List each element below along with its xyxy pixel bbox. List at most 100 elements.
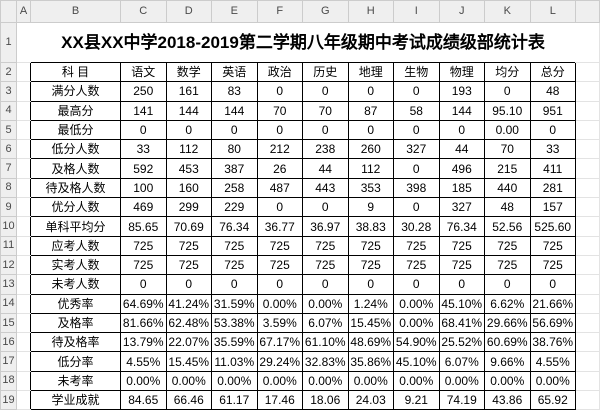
value-cell-i19[interactable]: 9.21: [393, 390, 440, 411]
value-cell-h9[interactable]: 9: [347, 197, 394, 218]
value-cell-j5[interactable]: 0: [438, 119, 485, 141]
cell-a16[interactable]: [16, 332, 31, 353]
cell-a17[interactable]: [16, 351, 31, 372]
value-cell-c6[interactable]: 33: [120, 139, 167, 160]
value-cell-j13[interactable]: 0: [438, 274, 485, 295]
value-cell-e12[interactable]: 725: [211, 254, 258, 276]
row-header-7[interactable]: 7: [0, 158, 17, 179]
value-cell-l12[interactable]: 725: [529, 254, 576, 276]
column-heading-h2[interactable]: 地理: [347, 61, 394, 83]
column-heading-c2[interactable]: 语文: [120, 61, 167, 83]
cell-a14[interactable]: [16, 293, 31, 314]
row-header-17[interactable]: 17: [0, 351, 17, 372]
value-cell-e9[interactable]: 229: [211, 197, 258, 218]
value-cell-l4[interactable]: 951: [529, 100, 576, 121]
row-header-18[interactable]: 18: [0, 370, 17, 392]
row-label-b6[interactable]: 低分人数: [30, 139, 121, 160]
value-cell-i17[interactable]: 45.10%: [393, 351, 440, 372]
value-cell-d19[interactable]: 66.46: [165, 390, 212, 411]
value-cell-f13[interactable]: 0: [256, 274, 303, 295]
value-cell-f17[interactable]: 29.24%: [256, 351, 303, 372]
value-cell-c18[interactable]: 0.00%: [120, 370, 167, 392]
value-cell-j6[interactable]: 44: [438, 139, 485, 160]
row-header-14[interactable]: 14: [0, 293, 17, 314]
value-cell-k10[interactable]: 52.56: [484, 216, 531, 237]
value-cell-f16[interactable]: 67.17%: [256, 332, 303, 353]
value-cell-i6[interactable]: 327: [393, 139, 440, 160]
row-label-b10[interactable]: 单科平均分: [30, 216, 121, 237]
value-cell-j19[interactable]: 74.19: [438, 390, 485, 411]
sheet-title[interactable]: XX县XX中学2018-2019第二学期八年级期中考试成绩级部统计表: [30, 22, 576, 63]
value-cell-e6[interactable]: 80: [211, 139, 258, 160]
value-cell-h6[interactable]: 260: [347, 139, 394, 160]
value-cell-c9[interactable]: 469: [120, 197, 167, 218]
value-cell-c16[interactable]: 13.79%: [120, 332, 167, 353]
value-cell-k16[interactable]: 60.69%: [484, 332, 531, 353]
cell-a5[interactable]: [16, 119, 31, 141]
value-cell-k5[interactable]: 0.00: [484, 119, 531, 141]
column-header-e[interactable]: E: [211, 0, 258, 23]
value-cell-h13[interactable]: 0: [347, 274, 394, 295]
value-cell-g5[interactable]: 0: [302, 119, 349, 141]
value-cell-f10[interactable]: 36.77: [256, 216, 303, 237]
value-cell-l7[interactable]: 411: [529, 158, 576, 179]
row-label-b16[interactable]: 待及格率: [30, 332, 121, 353]
value-cell-e11[interactable]: 725: [211, 235, 258, 256]
value-cell-j18[interactable]: 0.00%: [438, 370, 485, 392]
value-cell-f11[interactable]: 725: [256, 235, 303, 256]
cell-a1[interactable]: [16, 22, 31, 63]
value-cell-l3[interactable]: 48: [529, 81, 576, 102]
value-cell-h5[interactable]: 0: [347, 119, 394, 141]
row-label-b13[interactable]: 未考人数: [30, 274, 121, 295]
column-header-i[interactable]: I: [393, 0, 440, 23]
row-header-2[interactable]: 2: [0, 61, 17, 83]
value-cell-d16[interactable]: 22.07%: [165, 332, 212, 353]
value-cell-f19[interactable]: 17.46: [256, 390, 303, 411]
value-cell-i11[interactable]: 725: [393, 235, 440, 256]
value-cell-h10[interactable]: 38.83: [347, 216, 394, 237]
value-cell-i13[interactable]: 0: [393, 274, 440, 295]
value-cell-h18[interactable]: 0.00%: [347, 370, 394, 392]
row-header-3[interactable]: 3: [0, 81, 17, 102]
cell-a18[interactable]: [16, 370, 31, 392]
column-heading-l2[interactable]: 总分: [529, 61, 576, 83]
row-label-b8[interactable]: 待及格人数: [30, 177, 121, 199]
value-cell-k18[interactable]: 0.00%: [484, 370, 531, 392]
value-cell-k17[interactable]: 9.66%: [484, 351, 531, 372]
value-cell-c3[interactable]: 250: [120, 81, 167, 102]
value-cell-f18[interactable]: 0.00%: [256, 370, 303, 392]
value-cell-h16[interactable]: 48.69%: [347, 332, 394, 353]
value-cell-f5[interactable]: 0: [256, 119, 303, 141]
value-cell-i18[interactable]: 0.00%: [393, 370, 440, 392]
value-cell-k8[interactable]: 440: [484, 177, 531, 199]
row-label-b14[interactable]: 优秀率: [30, 293, 121, 314]
row-header-5[interactable]: 5: [0, 119, 17, 141]
value-cell-d9[interactable]: 299: [165, 197, 212, 218]
value-cell-d3[interactable]: 161: [165, 81, 212, 102]
value-cell-h3[interactable]: 0: [347, 81, 394, 102]
column-header-d[interactable]: D: [165, 0, 212, 23]
value-cell-g8[interactable]: 443: [302, 177, 349, 199]
value-cell-i4[interactable]: 58: [393, 100, 440, 121]
cell-a7[interactable]: [16, 158, 31, 179]
value-cell-j11[interactable]: 725: [438, 235, 485, 256]
value-cell-j9[interactable]: 327: [438, 197, 485, 218]
row-header-19[interactable]: 19: [0, 390, 17, 411]
value-cell-c19[interactable]: 84.65: [120, 390, 167, 411]
cell-a2[interactable]: [16, 61, 31, 83]
value-cell-l6[interactable]: 33: [529, 139, 576, 160]
value-cell-g18[interactable]: 0.00%: [302, 370, 349, 392]
value-cell-e17[interactable]: 11.03%: [211, 351, 258, 372]
value-cell-l13[interactable]: 0: [529, 274, 576, 295]
cell-a6[interactable]: [16, 139, 31, 160]
value-cell-e16[interactable]: 35.59%: [211, 332, 258, 353]
cell-a8[interactable]: [16, 177, 31, 199]
value-cell-d17[interactable]: 15.45%: [165, 351, 212, 372]
row-header-9[interactable]: 9: [0, 197, 17, 218]
row-header-11[interactable]: 11: [0, 235, 17, 256]
value-cell-h17[interactable]: 35.86%: [347, 351, 394, 372]
row-label-b9[interactable]: 优分人数: [30, 197, 121, 218]
value-cell-j16[interactable]: 25.52%: [438, 332, 485, 353]
value-cell-j10[interactable]: 76.34: [438, 216, 485, 237]
row-header-16[interactable]: 16: [0, 332, 17, 353]
